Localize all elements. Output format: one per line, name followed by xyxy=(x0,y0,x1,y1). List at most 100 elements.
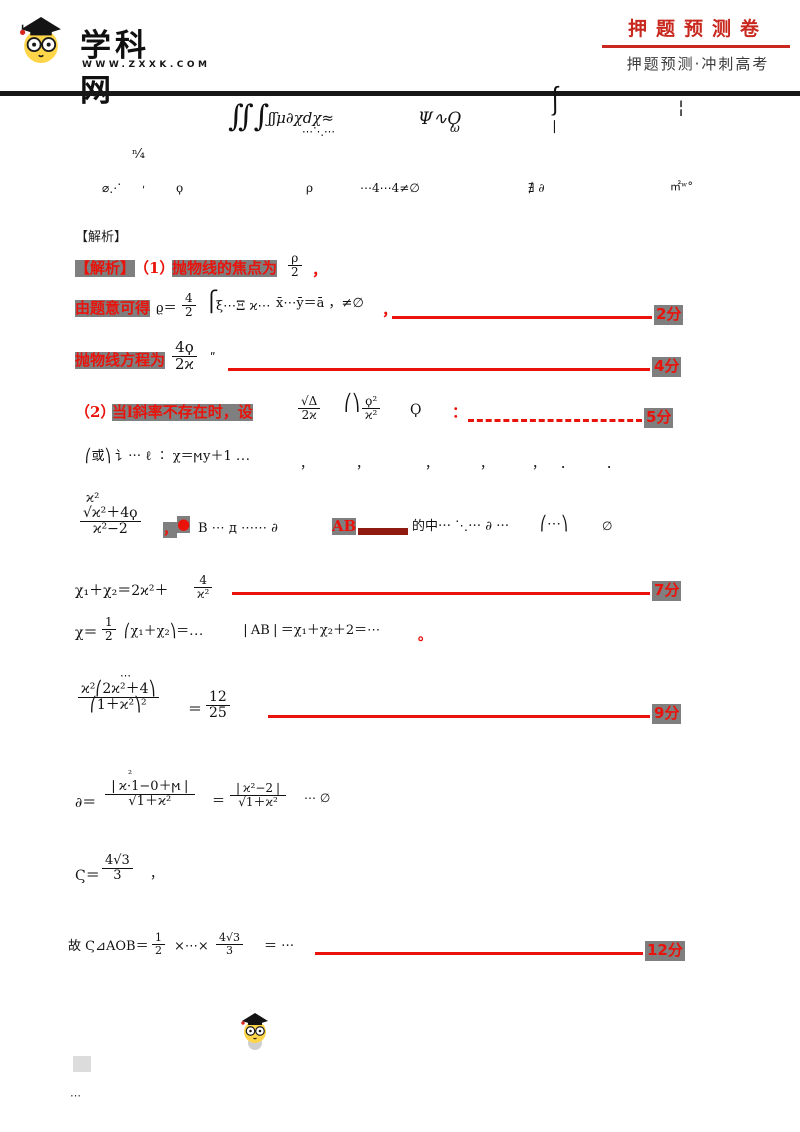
score-line xyxy=(315,952,643,955)
masthead-subtitle: 押题预测·冲刺高考 xyxy=(626,55,770,73)
owl-mascot-icon xyxy=(240,1010,270,1056)
garbled-text-fragment: ⌀⋰ xyxy=(102,181,122,195)
garbled-text-fragment: 4√3 3 xyxy=(216,932,244,956)
garbled-text-fragment: ×⋯× xyxy=(174,939,209,954)
score-badge: 9分 xyxy=(652,704,682,724)
garbled-text-fragment: ⎛⎞ xyxy=(344,393,360,412)
analysis-faint-label: 【解析】 xyxy=(75,230,128,245)
garbled-text-fragment: ¦ xyxy=(678,97,685,118)
garbled-text-fragment: ʹ xyxy=(142,185,146,198)
garbled-text-fragment: ： xyxy=(452,403,468,421)
garbled-text-fragment: ， xyxy=(425,457,439,472)
garbled-text-fragment: ❘ϰ·1−0＋ϻ❘ √1＋ϰ² xyxy=(105,780,195,808)
garbled-text-fragment: ∬∫ xyxy=(228,99,270,134)
garbled-text-fragment: ● xyxy=(177,515,191,534)
score-badge: 4分 xyxy=(652,357,682,377)
solution-text: 由题意可得 xyxy=(75,299,151,318)
garbled-text-fragment: ρ xyxy=(306,181,314,195)
garbled-text-fragment: ∂＝ xyxy=(75,795,97,811)
masthead-title: 押题预测卷 xyxy=(627,18,768,40)
redline-band xyxy=(358,528,408,535)
garbled-text-fragment: ⎰ xyxy=(540,85,570,120)
garbled-text-fragment: ϱ＝ xyxy=(156,301,177,316)
garbled-text-fragment: ． xyxy=(560,457,574,472)
garbled-text-fragment: χ＝ xyxy=(75,625,98,641)
garbled-text-fragment: ʃʃμ∂χdχ≈ xyxy=(268,109,334,127)
garbled-text-fragment: ϙ² ϰ² xyxy=(362,395,381,421)
analysis-label: 【解析】 xyxy=(75,259,136,278)
garbled-text-fragment: ＝ ⋯ xyxy=(264,939,295,954)
page-header: 学科网 WWW.ZXXK.COM 押题预测卷 押题预测·冲刺高考 xyxy=(0,0,800,109)
garbled-text-fragment: ϰ² xyxy=(86,491,100,506)
garbled-text-fragment: ∅ xyxy=(602,519,613,533)
solution-text: ΑΒ xyxy=(332,517,357,536)
masthead-underline xyxy=(602,45,790,48)
garbled-text-fragment: χ₁＋χ₂＝2ϰ²＋ xyxy=(75,583,169,599)
garbled-text-fragment: 的中⋯ ⋱⋯ ∂ ⋯ xyxy=(412,519,510,534)
score-badge: 2分 xyxy=(654,305,684,325)
garbled-text-fragment: ⎛⋯⎞ xyxy=(540,516,568,532)
garbled-text-fragment: ⋯4⋯4≠∅ xyxy=(360,181,420,195)
garbled-text-fragment: ʺ xyxy=(210,351,216,365)
garbled-text-fragment: ⋯ ∅ xyxy=(304,791,331,805)
score-line xyxy=(228,368,650,371)
garbled-text-fragment: Ψ∿Ϙ xyxy=(418,109,462,129)
score-line xyxy=(468,419,642,422)
header-divider xyxy=(0,91,800,96)
part-2-label: （2） xyxy=(75,403,116,421)
garbled-text-fragment: √ϰ²＋4ϙ ϰ²−2 xyxy=(80,506,141,536)
garbled-text-fragment: ₂ xyxy=(128,766,133,777)
score-line xyxy=(232,592,650,595)
garbled-text-fragment: 。 xyxy=(418,628,432,644)
garbled-text-fragment: √Δ 2ϰ xyxy=(298,395,321,421)
garbled-text-fragment: ＝ xyxy=(188,702,202,718)
garbled-text-fragment: x̄⋯ȳ＝ā ，≠∅ xyxy=(276,296,364,311)
score-line xyxy=(392,316,652,319)
garbled-text-fragment: ⁿ⁄₄ xyxy=(132,147,146,162)
garbled-text-fragment: ω xyxy=(450,121,460,135)
garbled-text-fragment: 故 Ϛ⊿ΑΟΒ＝ xyxy=(68,939,149,954)
garbled-text-fragment: ， xyxy=(163,522,177,539)
solution-text: 抛物线的焦点为 xyxy=(172,259,278,278)
garbled-text-fragment: 4 ϰ² xyxy=(194,574,213,600)
garbled-text-fragment: ❘ xyxy=(549,119,560,134)
garbled-text-fragment: 12 25 xyxy=(206,690,230,720)
garbled-text-fragment: ， xyxy=(300,457,314,472)
garbled-text-fragment: ， xyxy=(356,457,370,472)
garbled-text-fragment: ⋯ xyxy=(120,669,131,682)
garbled-text-fragment: ⎧ xyxy=(204,289,219,313)
garbled-text-fragment: ⎛χ₁＋χ₂⎞＝⋯ xyxy=(124,624,203,639)
garbled-text-fragment: ❘ϰ²−2❘ √1＋ϰ² xyxy=(230,782,287,808)
score-line xyxy=(268,715,650,718)
garbled-text-fragment: ∄ ∂ xyxy=(528,181,545,195)
part-1-label: （1） xyxy=(134,259,175,277)
garbled-text-fragment: Β ⋯ д ⋯⋯ ∂ xyxy=(198,521,278,536)
garbled-text-fragment: ❘ΑΒ❘＝χ₁＋χ₂＋2＝⋯ xyxy=(240,623,381,638)
score-badge: 7分 xyxy=(652,581,682,601)
score-badge: 5分 xyxy=(644,408,674,428)
solution-text: 当l斜率不存在时，设 xyxy=(112,403,253,422)
garbled-text-fragment: ξ⋯Ξ ϰ⋯ xyxy=(216,299,271,314)
brand-url: WWW.ZXXK.COM xyxy=(82,60,211,70)
garbled-text-fragment: ⎛或⎞ 讠⋯ ℓ ∶ χ＝ϻу＋1 ⋯ xyxy=(85,449,250,464)
garbled-text-fragment: ϙ xyxy=(176,181,184,195)
garbled-text-fragment: ， xyxy=(382,301,398,319)
garbled-text-fragment: 4√3 3 xyxy=(102,854,133,882)
garbled-text-fragment: ⋯ xyxy=(70,1089,81,1102)
garbled-text-fragment: ， xyxy=(480,457,494,472)
watermark-square xyxy=(73,1056,91,1072)
garbled-text-fragment: 4ϙ 2ϰ xyxy=(172,339,197,373)
garbled-text-fragment: ＝ xyxy=(212,794,226,809)
garbled-text-fragment: ⋯⋱⋯ xyxy=(302,125,335,138)
garbled-text-fragment: ϰ²⎛2ϰ²＋4⎞ ⎛1＋ϰ²⎞² xyxy=(78,682,159,712)
garbled-text-fragment: ． xyxy=(606,457,620,472)
garbled-text-fragment: ， xyxy=(150,867,164,882)
garbled-text-fragment: ， xyxy=(532,457,546,472)
garbled-text-fragment: Ϙ xyxy=(410,402,422,418)
